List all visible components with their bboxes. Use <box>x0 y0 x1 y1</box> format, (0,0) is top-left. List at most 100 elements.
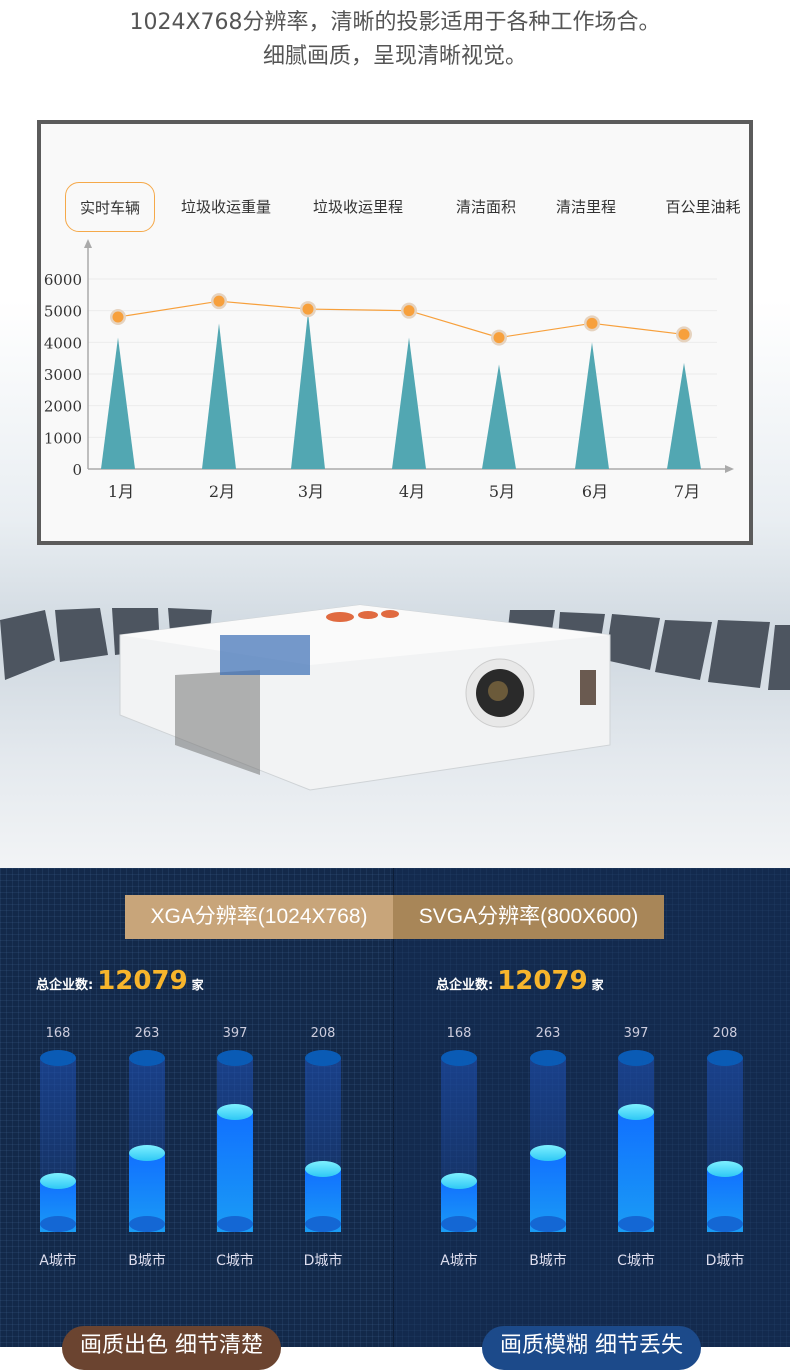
line-point <box>403 305 415 317</box>
svga-title: SVGA分辨率(800X600) <box>393 895 664 939</box>
cylinder-base <box>40 1216 76 1232</box>
city-label: B城市 <box>529 1253 567 1269</box>
cylinder-top <box>305 1050 341 1066</box>
triangle-bar <box>392 337 426 469</box>
cylinder-bar <box>305 1050 341 1232</box>
cylinder-fill-top <box>441 1173 477 1189</box>
total-unit: 家 <box>591 978 604 992</box>
cylinder-fill <box>618 1112 654 1232</box>
cylinder-top <box>40 1050 76 1066</box>
total-value: 12079 <box>97 966 188 996</box>
y-tick-label: 4000 <box>44 334 82 352</box>
cylinder-base <box>441 1216 477 1232</box>
bar-value: 263 <box>134 1026 160 1041</box>
y-axis-arrow <box>84 239 92 248</box>
cylinder-fill-top <box>618 1104 654 1120</box>
bar-value: 168 <box>45 1026 71 1041</box>
projector-image <box>119 604 611 791</box>
cylinder-fill-top <box>129 1145 165 1161</box>
cylinder-bar <box>441 1050 477 1232</box>
x-tick-label: 2月 <box>209 482 235 501</box>
tab-realtime-vehicles[interactable]: 实时车辆 <box>65 182 155 232</box>
line-point <box>213 295 225 307</box>
city-label: D城市 <box>303 1253 343 1269</box>
city-label: C城市 <box>216 1253 254 1269</box>
city-label: D城市 <box>705 1253 745 1269</box>
triangle-bar <box>667 362 701 469</box>
cylinder-top <box>618 1050 654 1066</box>
x-tick-label: 4月 <box>399 482 425 501</box>
cylinder-bar <box>707 1050 743 1232</box>
cylinder-bar <box>618 1050 654 1232</box>
cylinder-fill-top <box>707 1161 743 1177</box>
x-axis-arrow <box>725 465 734 473</box>
total-unit: 家 <box>191 978 204 992</box>
cylinder-fill-top <box>305 1161 341 1177</box>
triangle-bar <box>575 342 609 469</box>
line-point <box>302 303 314 315</box>
bar-value: 397 <box>623 1026 649 1041</box>
cylinder-top <box>530 1050 566 1066</box>
meeting-chairs-image <box>0 608 790 690</box>
cylinder-bar <box>40 1050 76 1232</box>
total-enterprises: 总企业数: 12079 家 <box>436 966 604 996</box>
cylinder-fill <box>217 1112 253 1232</box>
headline-line2: 细腻画质，呈现清晰视觉。 <box>262 44 527 69</box>
line-bar-chart: 0 1000 2000 3000 4000 5000 6000 1月 2月 3月 4月 5月 6月 7月 <box>44 239 734 501</box>
y-tick-label: 0 <box>72 461 82 479</box>
cylinder-base <box>707 1216 743 1232</box>
x-tick-label: 1月 <box>108 482 134 501</box>
tab-garbage-mileage[interactable]: 垃圾收运里程 <box>312 198 403 216</box>
total-label: 总企业数: <box>436 978 494 993</box>
tab-cleaning-area[interactable]: 清洁面积 <box>455 198 516 216</box>
x-tick-label: 7月 <box>674 482 700 501</box>
quality-caption: 画质出色 细节清楚 <box>62 1326 281 1370</box>
city-label: A城市 <box>39 1253 77 1269</box>
hero-section: 1024X768分辨率，清晰的投影适用于各种工作场合。 细腻画质，呈现清晰视觉。… <box>0 0 790 868</box>
y-tick-label: 2000 <box>44 398 82 416</box>
cylinder-fill-top <box>217 1104 253 1120</box>
y-tick-label: 6000 <box>44 271 82 289</box>
line-point <box>112 311 124 323</box>
tab-cleaning-mileage[interactable]: 清洁里程 <box>555 198 616 216</box>
cylinder-top <box>707 1050 743 1066</box>
x-tick-label: 5月 <box>489 482 515 501</box>
y-tick-label: 5000 <box>44 303 82 321</box>
bar-value: 208 <box>310 1026 336 1041</box>
cylinder-top <box>217 1050 253 1066</box>
cylinder-base <box>618 1216 654 1232</box>
series-line <box>117 300 685 339</box>
y-tick-label: 3000 <box>44 366 82 384</box>
bar-value: 168 <box>446 1026 472 1041</box>
cylinder-bar <box>530 1050 566 1232</box>
bar-value: 208 <box>712 1026 738 1041</box>
bar-value: 263 <box>535 1026 561 1041</box>
triangle-bar <box>482 364 516 469</box>
triangle-bar <box>291 312 325 469</box>
city-label: A城市 <box>440 1253 478 1269</box>
x-tick-label: 6月 <box>582 482 608 501</box>
xga-title: XGA分辨率(1024X768) <box>125 895 393 939</box>
city-label: B城市 <box>128 1253 166 1269</box>
quality-caption: 画质模糊 细节丢失 <box>482 1326 701 1370</box>
total-label: 总企业数: <box>36 978 94 993</box>
line-point <box>678 328 690 340</box>
line-point <box>493 332 505 344</box>
tab-garbage-weight[interactable]: 垃圾收运重量 <box>180 198 271 216</box>
cylinder-base <box>129 1216 165 1232</box>
line-point <box>586 317 598 329</box>
total-value: 12079 <box>497 966 588 996</box>
triangle-bar <box>202 323 236 469</box>
cylinder-top <box>441 1050 477 1066</box>
headline-line1: 1024X768分辨率，清晰的投影适用于各种工作场合。 <box>129 10 661 35</box>
city-label: C城市 <box>617 1253 655 1269</box>
chart-screen: 实时车辆 垃圾收运重量 垃圾收运里程 清洁面积 清洁里程 百公里油耗 0 1000… <box>37 120 753 545</box>
x-tick-label: 3月 <box>298 482 324 501</box>
tab-fuel-consumption[interactable]: 百公里油耗 <box>665 198 741 216</box>
cylinder-fill-top <box>530 1145 566 1161</box>
cylinder-top <box>129 1050 165 1066</box>
y-tick-label: 1000 <box>44 429 82 447</box>
cylinder-fill-top <box>40 1173 76 1189</box>
cylinder-bar <box>217 1050 253 1232</box>
resolution-comparison: XGA分辨率(1024X768) SVGA分辨率(800X600) 总企业数: 1… <box>0 868 790 1370</box>
